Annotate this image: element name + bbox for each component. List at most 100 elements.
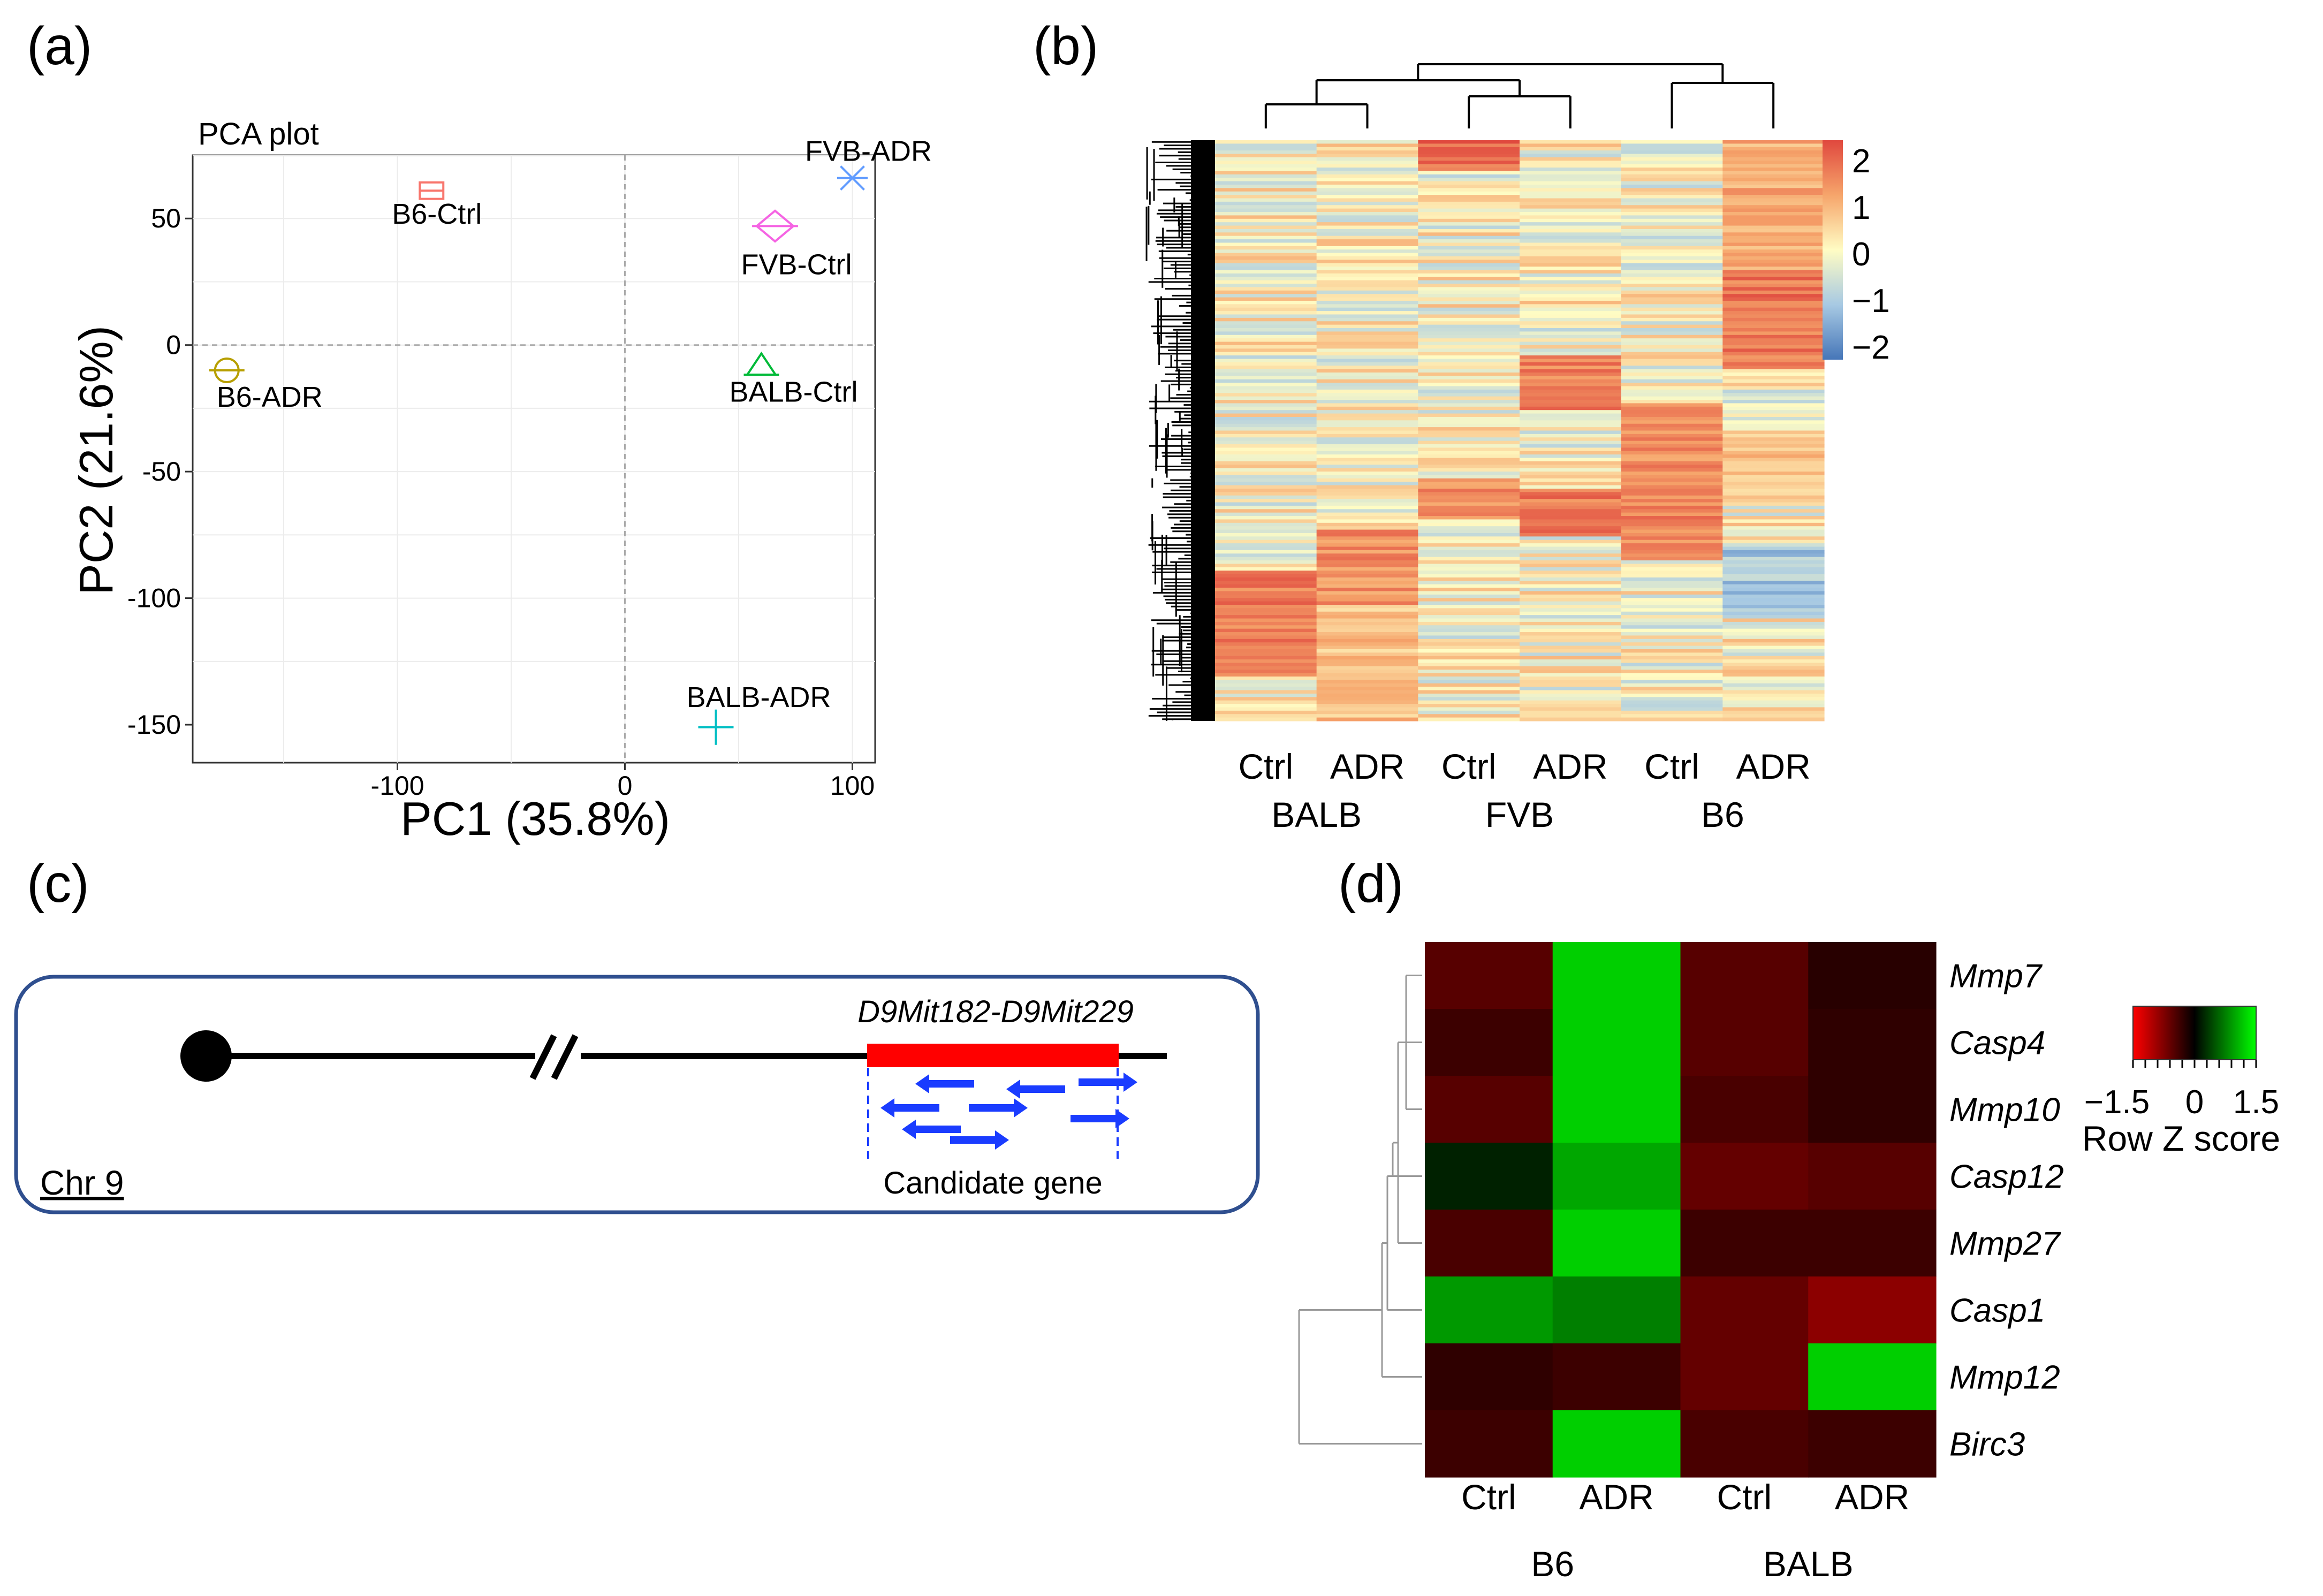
heatmap-cell xyxy=(1215,434,1317,438)
heatmap-cell xyxy=(1621,605,1723,609)
heatmap-cell xyxy=(1520,338,1622,343)
heatmap-cell xyxy=(1215,386,1317,390)
heatmap-cell xyxy=(1215,362,1317,366)
heatmap-cell xyxy=(1621,577,1723,581)
heatmap-cell xyxy=(1215,444,1317,449)
heatmap-cell xyxy=(1418,379,1520,383)
heatmap-cell xyxy=(1316,690,1418,694)
heatmap-cell xyxy=(1316,454,1418,459)
heatmap-cell xyxy=(1722,645,1825,650)
heatmap-cell xyxy=(1621,242,1723,247)
heatmap-cell xyxy=(1520,263,1622,267)
heatmap-cell xyxy=(1316,341,1418,346)
heatmap-cell xyxy=(1520,239,1622,244)
heatmap-cell xyxy=(1722,468,1825,472)
heatmap-cell xyxy=(1215,574,1317,578)
heatmap-cell xyxy=(1621,267,1723,271)
heatmap-cell xyxy=(1722,154,1825,158)
heatmap-cell xyxy=(1621,652,1723,657)
heatmap-cell xyxy=(1520,215,1622,219)
x-tick-label: 100 xyxy=(830,771,875,801)
heatmap-cell xyxy=(1520,410,1622,414)
gene-column-labels: Ctrl ADR Ctrl ADR xyxy=(1461,1477,1909,1517)
heatmap-cell xyxy=(1316,287,1418,291)
heatmap-cell xyxy=(1316,591,1418,595)
heatmap-cell xyxy=(1316,307,1418,311)
heatmap-cell xyxy=(1722,656,1825,660)
heatmap-cell xyxy=(1418,621,1520,626)
heatmap-cell xyxy=(1621,396,1723,400)
heatmap-cell xyxy=(1621,649,1723,653)
heatmap-cell xyxy=(1520,307,1622,311)
heatmap-cell xyxy=(1722,687,1825,691)
heatmap-cell xyxy=(1418,174,1520,178)
heatmap-cell xyxy=(1215,297,1317,301)
heatmap-cell xyxy=(1722,311,1825,315)
heatmap-cell xyxy=(1418,454,1520,459)
gene-arrow-head-icon xyxy=(880,1098,894,1118)
z-score-scale-bar xyxy=(2132,1006,2257,1060)
heatmap-cell xyxy=(1316,157,1418,161)
heatmap-cell xyxy=(1520,143,1622,148)
heatmap-cell xyxy=(1621,475,1723,479)
heatmap-cell xyxy=(1418,215,1520,219)
heatmap-cell xyxy=(1520,509,1622,513)
heatmap-cell xyxy=(1316,403,1418,407)
heatmap-cell xyxy=(1316,509,1418,513)
pca-zero-lines xyxy=(193,155,875,763)
heatmap-cell xyxy=(1215,150,1317,155)
heatmap-cell xyxy=(1621,546,1723,551)
heatmap-cell xyxy=(1621,611,1723,615)
heatmap-cell xyxy=(1621,700,1723,704)
heatmap-cell xyxy=(1621,154,1723,158)
heatmap-cell xyxy=(1418,260,1520,264)
heatmap-cell xyxy=(1722,717,1825,721)
heatmap-cell xyxy=(1520,321,1622,325)
heatmap-cell xyxy=(1316,352,1418,356)
heatmap-cell xyxy=(1215,338,1317,343)
heatmap-cell xyxy=(1621,314,1723,318)
heatmap-cell xyxy=(1520,543,1622,548)
heatmap-cell xyxy=(1520,635,1622,640)
heatmap-cell xyxy=(1316,444,1418,449)
heatmap-cell xyxy=(1215,198,1317,202)
gene-column-label: ADR xyxy=(1579,1477,1653,1517)
heatmap-cell xyxy=(1316,458,1418,462)
heatmap-cell xyxy=(1215,536,1317,541)
heatmap-cell xyxy=(1215,284,1317,288)
heatmap-cell xyxy=(1621,260,1723,264)
heatmap-cell xyxy=(1316,225,1418,230)
heatmap-cell xyxy=(1215,550,1317,554)
heatmap-cell xyxy=(1520,560,1622,565)
heatmap-cell xyxy=(1316,297,1418,301)
heatmap-cell xyxy=(1621,502,1723,506)
heatmap-cell xyxy=(1722,294,1825,298)
heatmap-cell xyxy=(1520,485,1622,489)
heatmap-cell xyxy=(1520,256,1622,260)
heatmap-cell xyxy=(1621,458,1723,462)
heatmap-cell xyxy=(1316,522,1418,527)
heatmap-cell xyxy=(1520,687,1622,691)
z-score-tick-label: 1.5 xyxy=(2233,1084,2279,1121)
heatmap-cell xyxy=(1418,335,1520,339)
heatmap-cell xyxy=(1722,482,1825,486)
heatmap-cell xyxy=(1215,499,1317,503)
gene-heatmap-cell xyxy=(1680,1343,1809,1411)
heatmap-cell xyxy=(1316,656,1418,660)
heatmap-cell xyxy=(1316,601,1418,605)
heatmap-cell xyxy=(1215,260,1317,264)
heatmap-cell xyxy=(1316,621,1418,626)
point-b6-ctrl: B6-Ctrl xyxy=(392,181,482,230)
heatmap-cell xyxy=(1722,352,1825,356)
heatmap-cell xyxy=(1621,621,1723,626)
heatmap-cell xyxy=(1316,321,1418,325)
heatmap-cell xyxy=(1621,416,1723,421)
heatmap-cell xyxy=(1316,663,1418,667)
heatmap-cell xyxy=(1621,642,1723,647)
heatmap-cell xyxy=(1520,260,1622,264)
heatmap-cell xyxy=(1722,516,1825,520)
heatmap-cell xyxy=(1621,420,1723,424)
heatmap-cell xyxy=(1215,659,1317,664)
heatmap-cell xyxy=(1316,171,1418,175)
heatmap-cell xyxy=(1316,242,1418,247)
